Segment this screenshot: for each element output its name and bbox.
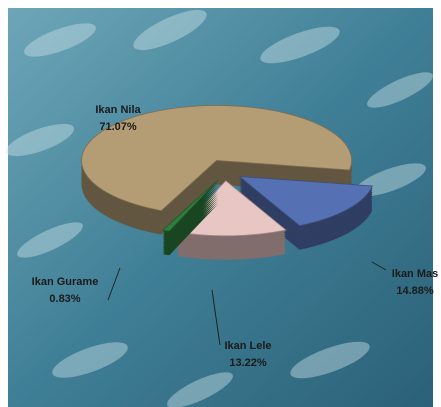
- slice: [81, 105, 352, 212]
- category-label: Ikan Gurame: [32, 276, 99, 288]
- value-label: 0.83%: [49, 293, 80, 305]
- category-label: Ikan Mas: [392, 268, 438, 280]
- category-label: Ikan Lele: [224, 340, 271, 352]
- value-label: 14.88%: [396, 285, 434, 297]
- value-label: 13.22%: [229, 357, 267, 369]
- slice: [238, 175, 373, 227]
- category-label: Ikan Nila: [95, 104, 141, 116]
- leader-line: [107, 267, 121, 301]
- value-label: 71.07%: [99, 121, 137, 133]
- fish-pattern: [5, 9, 433, 407]
- leader-line: [371, 261, 387, 271]
- leader-line: [211, 289, 221, 346]
- slice: [161, 179, 219, 232]
